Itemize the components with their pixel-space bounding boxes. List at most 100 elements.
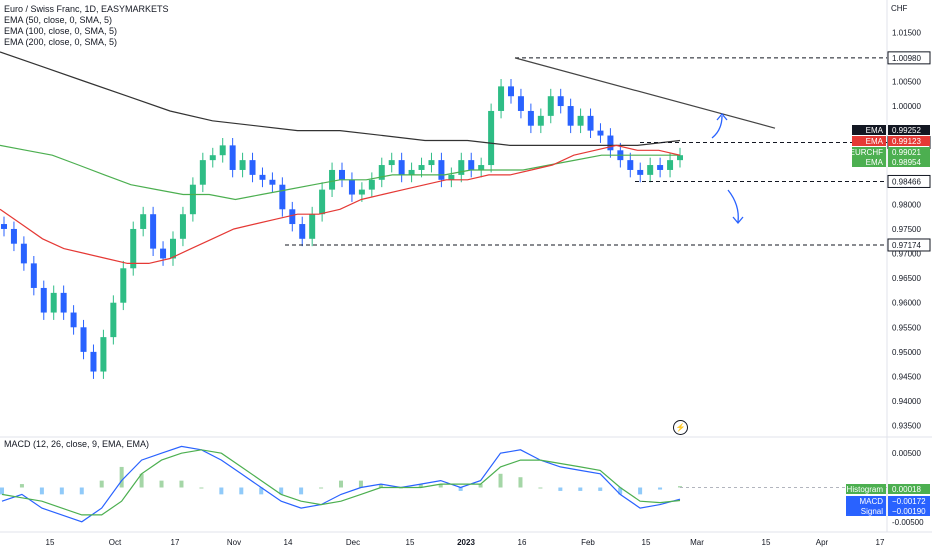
candle-body <box>249 160 256 175</box>
down-arrow <box>727 189 739 223</box>
candle-body <box>577 115 584 126</box>
macd-y-tick-label: -0.00500 <box>892 518 924 527</box>
macd-histogram-bar <box>438 484 443 488</box>
candle-body <box>398 160 405 175</box>
level-value: 0.97174 <box>892 241 921 250</box>
macd-tag-value-box <box>888 506 930 516</box>
x-tick-label: Apr <box>816 538 829 547</box>
macd-y-tick-label: 0.00500 <box>892 449 921 458</box>
candle-body <box>130 228 137 269</box>
candle-body <box>348 179 355 195</box>
candle-body <box>30 263 37 288</box>
macd-histogram-bar <box>598 487 603 491</box>
macd-tag-name: Histogram <box>847 485 884 494</box>
candle-body <box>677 155 683 161</box>
price-tag-value-box <box>888 125 930 135</box>
level-value: 1.00980 <box>892 54 921 63</box>
y-tick-label: 0.93500 <box>892 422 921 431</box>
candle-body <box>179 214 186 239</box>
price-tag-name: EURCHF <box>850 148 883 157</box>
macd-histogram-bar <box>618 487 623 495</box>
candle-body <box>527 110 534 126</box>
candle-body <box>70 312 77 328</box>
price-tag-name-box <box>852 157 886 167</box>
macd-line <box>1 445 681 523</box>
macd-histogram-bar <box>299 487 304 495</box>
x-tick-label: 15 <box>406 538 415 547</box>
x-tick-label: 14 <box>284 538 293 547</box>
level-tag <box>887 174 931 188</box>
candle-body <box>319 189 326 215</box>
candle-body <box>259 174 266 180</box>
price-tag-name: EMA <box>866 158 884 167</box>
candle-body <box>189 184 196 215</box>
y-tick-label: 0.95500 <box>892 323 921 332</box>
candle-body <box>418 165 425 170</box>
x-tick-label: 15 <box>46 538 55 547</box>
price-tag-value: 0.99123 <box>892 137 921 146</box>
candle-body <box>517 96 524 111</box>
candle-body <box>438 160 445 180</box>
macd-legend: MACD (12, 26, close, 9, EMA, EMA) <box>4 439 150 449</box>
candle-body <box>339 169 345 180</box>
macd-histogram-bar <box>418 484 423 488</box>
candle-body <box>239 160 246 170</box>
level-tag <box>887 51 931 65</box>
ema-100-legend: EMA (100, close, 0, SMA, 5) <box>4 26 118 36</box>
candle-body <box>358 189 365 195</box>
y-tick-label: 0.94000 <box>892 397 921 406</box>
currency-label: CHF <box>891 4 908 13</box>
macd-histogram-bar <box>159 480 164 488</box>
macd-histogram-bar <box>658 487 663 490</box>
candle-body <box>209 155 216 161</box>
macd-tag-value-box <box>888 496 930 506</box>
macd-tag-name-box <box>846 496 886 506</box>
candle-body <box>269 179 276 185</box>
level-tag <box>887 238 931 252</box>
y-tick-label: 0.97000 <box>892 250 921 259</box>
macd-histogram-bar <box>638 487 643 495</box>
candle-body <box>160 248 167 259</box>
y-tick-label: 0.96500 <box>892 274 921 283</box>
candle-body <box>1 224 7 229</box>
x-tick-label: Dec <box>346 538 360 547</box>
candle-body <box>567 106 574 126</box>
x-tick-label: 2023 <box>457 538 475 547</box>
candle-body <box>647 165 654 175</box>
candle-body <box>537 115 544 126</box>
y-tick-label: 0.94500 <box>892 372 921 381</box>
candle-body <box>40 287 47 313</box>
candle-body <box>80 327 87 352</box>
x-tick-label: 15 <box>642 538 651 547</box>
candle-body <box>100 337 107 372</box>
x-tick-label: 17 <box>876 538 885 547</box>
ema-200-legend: EMA (200, close, 0, SMA, 5) <box>4 37 118 47</box>
macd-histogram-bar <box>498 473 503 488</box>
up-arrow-head <box>716 112 728 121</box>
macd-histogram-bar <box>259 487 264 495</box>
macd-histogram-bar <box>59 487 64 495</box>
y-tick-label: 0.98000 <box>892 200 921 209</box>
x-tick-label: 16 <box>518 538 527 547</box>
y-tick-label: 0.97500 <box>892 225 921 234</box>
ema-200-line <box>0 51 681 146</box>
macd-histogram-bar <box>578 487 583 491</box>
macd-histogram-bar <box>139 473 144 488</box>
y-tick-label: 0.95000 <box>892 348 921 357</box>
candle-body <box>408 169 415 175</box>
candle-body <box>10 228 17 244</box>
x-tick-label: Mar <box>690 538 704 547</box>
macd-tag-value-box <box>888 484 930 494</box>
macd-tag-name-box <box>846 484 886 494</box>
macd-histogram-bar <box>458 487 463 491</box>
candle-body <box>388 160 395 166</box>
level-value: 0.98466 <box>892 177 921 186</box>
price-tag-name: EMA <box>866 126 884 135</box>
lightning-icon[interactable]: ⚡ <box>673 420 688 435</box>
candle-body <box>378 165 385 180</box>
candle-body <box>468 160 475 170</box>
candle-body <box>229 145 236 170</box>
down-arrow-head <box>732 216 744 225</box>
